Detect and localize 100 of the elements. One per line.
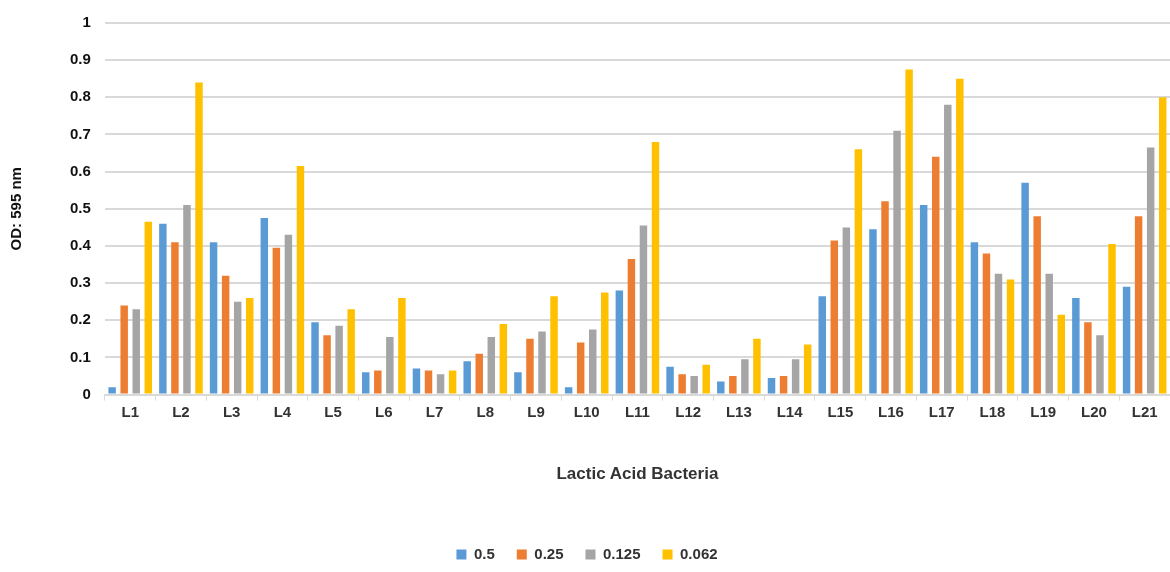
bar: [791, 359, 800, 394]
bar: [717, 381, 725, 394]
bar: [702, 364, 710, 394]
x-tick-label: L19: [1030, 402, 1057, 420]
legend-label: 0.25: [534, 544, 564, 562]
bar: [1146, 147, 1155, 394]
bar: [1006, 279, 1015, 394]
bar: [932, 156, 940, 394]
bar: [424, 370, 433, 394]
bar: [982, 253, 991, 394]
y-tick-label: 0.2: [69, 310, 91, 328]
bar: [436, 374, 445, 394]
bar: [132, 309, 140, 394]
bar: [209, 242, 218, 394]
x-tick-label: L7: [425, 402, 444, 420]
x-tick-label: L18: [979, 402, 1006, 420]
bar: [881, 201, 889, 394]
bar: [1057, 314, 1065, 394]
bar: [956, 78, 964, 394]
bar: [601, 292, 609, 394]
bar: [412, 368, 421, 394]
bar: [499, 324, 508, 394]
bar: [588, 329, 597, 394]
bar: [296, 166, 305, 394]
bar: [159, 223, 167, 394]
y-tick-label: 0: [82, 384, 91, 402]
bar: [538, 331, 546, 394]
bar: [144, 221, 153, 394]
bar: [564, 387, 573, 394]
bar: [842, 227, 851, 394]
bar: [195, 82, 203, 394]
x-tick-label: L9: [527, 402, 545, 420]
bar: [1045, 273, 1053, 394]
bar: [753, 338, 761, 394]
bar: [576, 342, 585, 394]
bar: [1084, 322, 1092, 394]
legend-label: 0.5: [473, 544, 495, 562]
bar: [627, 258, 636, 394]
x-tick-label: L15: [827, 402, 854, 420]
bar: [171, 242, 179, 394]
y-tick-label: 0.8: [69, 87, 91, 105]
bar: [905, 69, 913, 394]
bar: [1134, 216, 1143, 394]
bar: [869, 229, 877, 394]
y-tick-label: 0.1: [69, 347, 91, 365]
bar: [323, 335, 331, 394]
bar: [803, 344, 812, 394]
bar: [818, 296, 826, 394]
bar: [550, 296, 558, 394]
bar: [893, 130, 901, 394]
bar: [919, 205, 928, 394]
x-tick-label: L11: [624, 402, 650, 420]
x-tick-label: L16: [878, 402, 904, 420]
x-tick-label: L8: [476, 402, 495, 420]
bar: [690, 376, 698, 394]
bar: [526, 338, 534, 394]
bar: [830, 240, 839, 394]
bar: [463, 361, 471, 394]
bar: [1072, 297, 1080, 394]
y-axis-title: OD: 595 nm: [7, 167, 25, 251]
bar: [767, 377, 776, 394]
legend-label: 0.062: [680, 544, 718, 562]
bar: [1096, 335, 1104, 394]
bar: [1158, 97, 1167, 394]
legend-label: 0.125: [602, 544, 641, 562]
bar: [362, 372, 370, 394]
bar: [651, 141, 660, 394]
bar: [729, 376, 737, 394]
bar: [854, 149, 863, 394]
bar: [1021, 182, 1029, 394]
bar: [487, 337, 496, 394]
bar: [386, 337, 394, 394]
x-tick-label: L1: [121, 402, 139, 420]
x-tick-label: L2: [172, 402, 190, 420]
x-tick-label: L6: [375, 402, 393, 420]
bar: [311, 322, 319, 394]
bar: [1033, 216, 1041, 394]
bar: [779, 376, 788, 394]
x-tick-label: L3: [222, 402, 241, 420]
bar: [374, 370, 382, 394]
bar: [272, 247, 281, 394]
y-tick-label: 0.7: [69, 124, 91, 142]
bar: [666, 366, 674, 394]
bar: [514, 372, 522, 394]
bar: [615, 290, 624, 394]
bar: [448, 370, 457, 394]
x-tick-label: L5: [324, 402, 342, 420]
x-tick-label: L17: [928, 402, 955, 420]
x-tick-label: L12: [675, 402, 702, 420]
bar: [639, 225, 648, 394]
x-tick-label: L14: [776, 402, 804, 420]
x-tick-label: L4: [273, 402, 292, 420]
bar: [233, 301, 242, 394]
bar: [335, 325, 343, 394]
x-tick-label: L10: [573, 402, 600, 420]
bar: [970, 242, 979, 394]
bar: [475, 353, 483, 394]
x-axis-title: Lactic Acid Bacteria: [556, 464, 719, 484]
y-tick-label: 1: [82, 13, 91, 31]
y-tick-label: 0.5: [69, 198, 91, 216]
